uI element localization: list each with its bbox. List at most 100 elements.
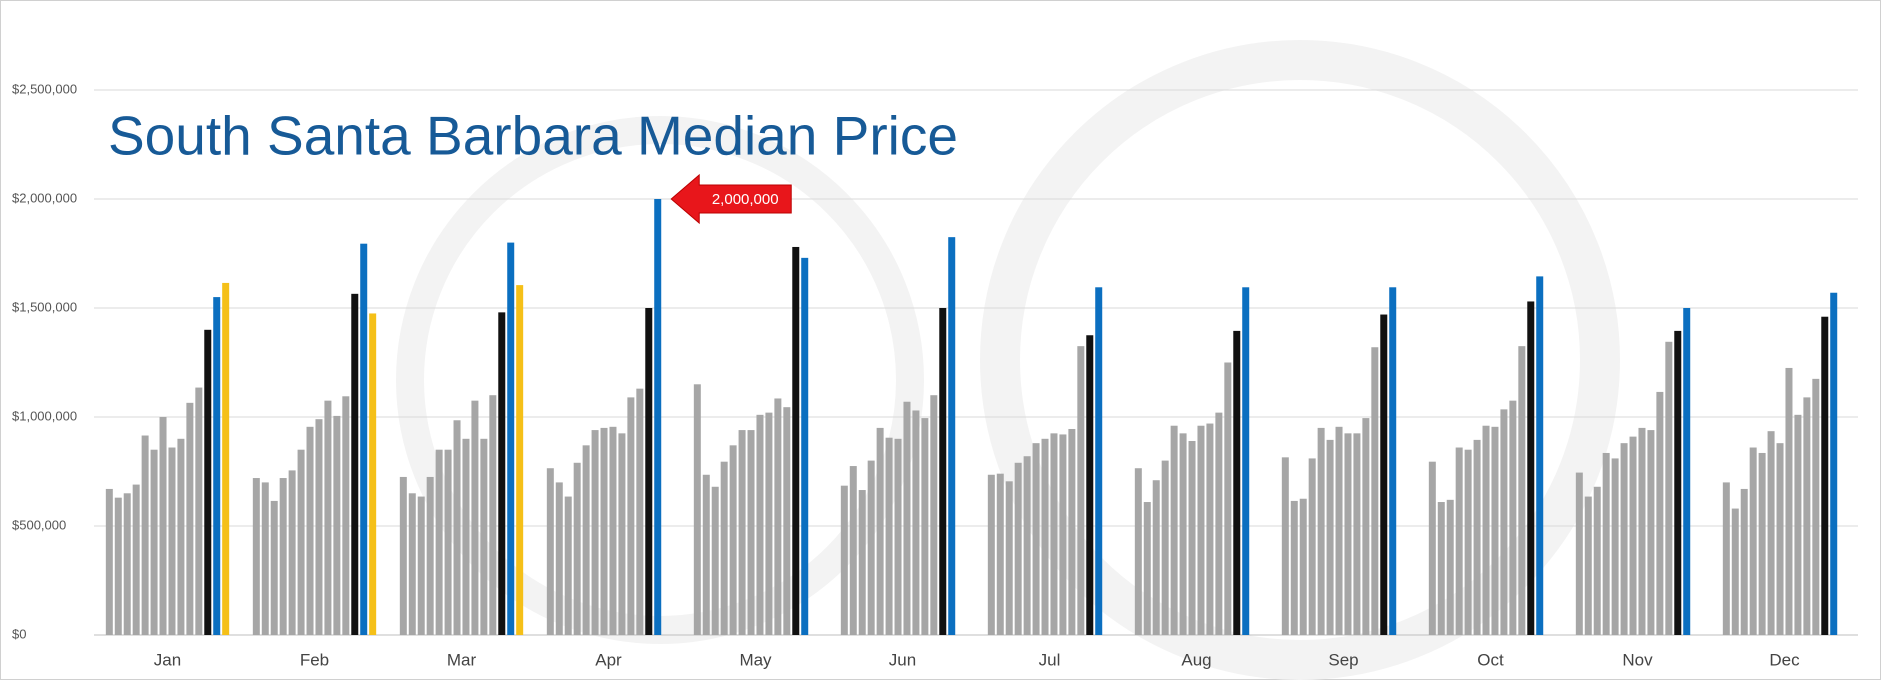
bar: [324, 401, 331, 635]
bar: [1300, 499, 1307, 635]
bar: [1438, 502, 1445, 635]
bar: [886, 438, 893, 635]
bar: [1830, 293, 1837, 635]
bar: [106, 489, 113, 635]
bar: [1135, 468, 1142, 635]
x-tick-label: Jan: [154, 650, 181, 669]
bar: [213, 297, 220, 635]
bar: [748, 430, 755, 635]
bar: [912, 410, 919, 635]
bar: [756, 415, 763, 635]
bar: [583, 445, 590, 635]
bar: [609, 427, 616, 635]
bar: [859, 490, 866, 635]
bar: [574, 463, 581, 635]
bar: [997, 474, 1004, 635]
bar: [1612, 458, 1619, 635]
bar: [489, 395, 496, 635]
bar: [1086, 335, 1093, 635]
x-tick-label: Mar: [447, 650, 477, 669]
bar: [307, 427, 314, 635]
bar: [1291, 501, 1298, 635]
bar: [160, 417, 167, 635]
bar: [1483, 426, 1490, 635]
bar: [436, 450, 443, 635]
bar: [694, 384, 701, 635]
bar: [1803, 397, 1810, 635]
bar: [774, 398, 781, 635]
bar: [1665, 342, 1672, 635]
bar: [1153, 480, 1160, 635]
bar: [703, 475, 710, 635]
bar: [195, 388, 202, 635]
bar: [1233, 331, 1240, 635]
bar: [298, 450, 305, 635]
bar: [186, 403, 193, 635]
bar: [471, 401, 478, 635]
bar: [1429, 462, 1436, 635]
bar: [1024, 456, 1031, 635]
bar: [177, 439, 184, 635]
bar: [289, 470, 296, 635]
bar: [498, 312, 505, 635]
bar: [1215, 413, 1222, 635]
bar: [1327, 440, 1334, 635]
bar: [168, 448, 175, 635]
y-tick-label: $1,500,000: [12, 299, 77, 314]
bar: [868, 461, 875, 635]
bar: [1353, 433, 1360, 635]
bar: [730, 445, 737, 635]
bar: [507, 243, 514, 635]
bar: [315, 419, 322, 635]
bar: [480, 439, 487, 635]
bar: [333, 416, 340, 635]
bar: [1380, 315, 1387, 635]
bar: [1638, 428, 1645, 635]
data-label: 2,000,000: [712, 191, 779, 208]
bar: [1162, 461, 1169, 635]
bar: [645, 308, 652, 635]
bar: [1518, 346, 1525, 635]
bar: [841, 486, 848, 635]
bar: [1309, 458, 1316, 635]
y-tick-label: $500,000: [12, 517, 66, 532]
x-tick-label: Nov: [1622, 650, 1653, 669]
bar: [1509, 401, 1516, 635]
bar: [739, 430, 746, 635]
bar: [565, 497, 572, 635]
bar: [1603, 453, 1610, 635]
bar: [1647, 430, 1654, 635]
bar: [1794, 415, 1801, 635]
bar: [204, 330, 211, 635]
bar: [1336, 427, 1343, 635]
chart-title: South Santa Barbara Median Price: [108, 105, 958, 167]
bar: [445, 450, 452, 635]
y-tick-label: $0: [12, 626, 26, 641]
bar: [1077, 346, 1084, 635]
chart: South Santa Barbara Median Price $0 $500,…: [0, 0, 1881, 680]
bar: [618, 433, 625, 635]
bar: [654, 199, 661, 635]
bar: [1768, 431, 1775, 635]
bar: [1006, 481, 1013, 635]
x-tick-label: May: [739, 650, 772, 669]
bar: [253, 478, 260, 635]
bar: [1371, 347, 1378, 635]
bar: [516, 285, 523, 635]
bar: [1576, 473, 1583, 635]
bar: [1189, 441, 1196, 635]
bar: [1594, 487, 1601, 635]
bar: [712, 487, 719, 635]
x-tick-label: Dec: [1769, 650, 1800, 669]
bar: [142, 436, 149, 635]
bar: [1491, 427, 1498, 635]
bar: [1465, 450, 1472, 635]
bar: [921, 418, 928, 635]
bar: [418, 497, 425, 635]
x-tick-label: Apr: [595, 650, 622, 669]
bar: [1180, 433, 1187, 635]
x-tick-label: Oct: [1477, 650, 1504, 669]
bar: [462, 439, 469, 635]
bar: [1033, 443, 1040, 635]
bar: [1144, 502, 1151, 635]
